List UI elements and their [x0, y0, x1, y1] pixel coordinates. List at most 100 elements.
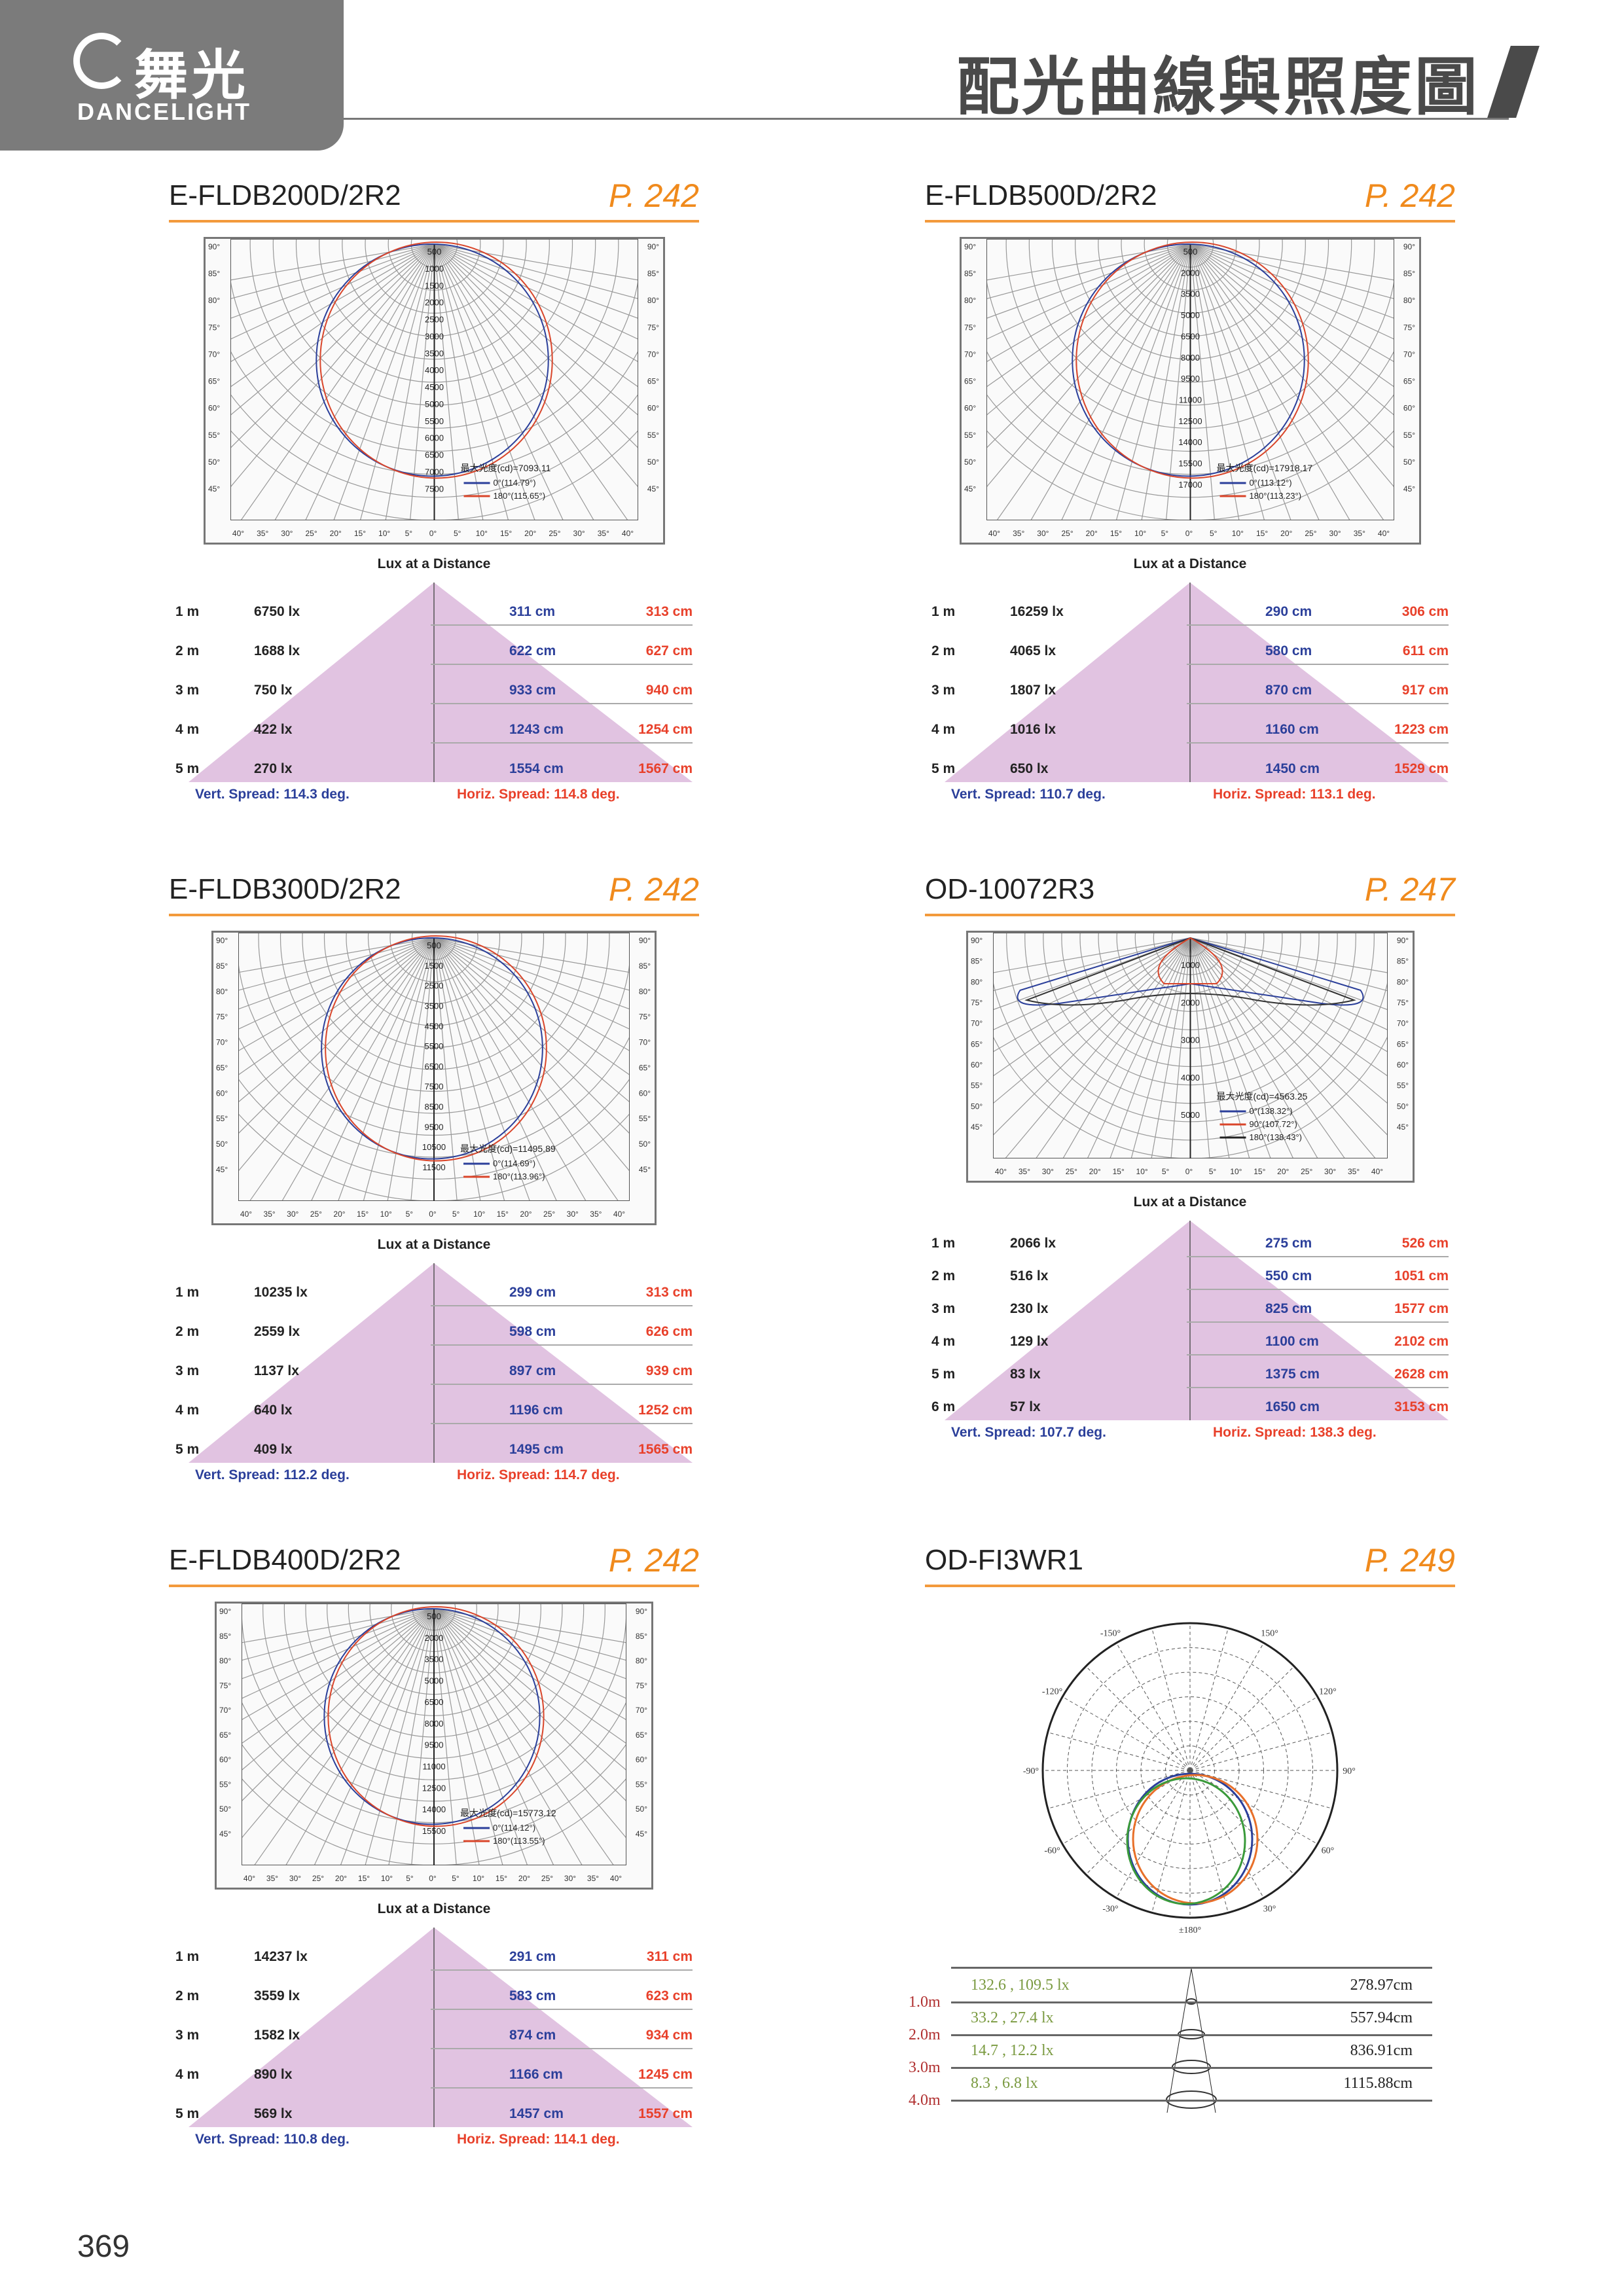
curve-c180	[327, 1606, 545, 1827]
page-reference-link[interactable]: P. 242	[608, 177, 699, 214]
page-reference-link[interactable]: P. 242	[608, 1542, 699, 1579]
angle-label: 50°	[647, 457, 659, 467]
product-model: OD-10072R3	[925, 873, 1095, 905]
illuminance: 650 lx	[1010, 761, 1049, 776]
legend-label: 180°(115.65°)	[493, 491, 545, 501]
beam-diameter: 557.94cm	[1350, 2009, 1413, 2026]
intensity-scale-label: 4000	[1181, 1073, 1200, 1083]
angle-label: 75°	[1396, 998, 1408, 1007]
vertical-width: 897 cm	[509, 1363, 556, 1378]
distance: 5 m	[175, 761, 200, 776]
horizontal-spread: Horiz. Spread: 138.3 deg.	[1213, 1425, 1377, 1440]
angle-label: 35°	[1347, 1167, 1359, 1176]
cone-illuminance-table: 1.0m 132.6 , 109.5 lx 278.97cm 2.0m 33.2 , 2…	[909, 1967, 1455, 2124]
header-divider	[344, 118, 1509, 120]
angle-label: 65°	[971, 1039, 983, 1049]
page-reference-link[interactable]: P. 249	[1364, 1542, 1455, 1579]
beam-diameter: 836.91cm	[1350, 2042, 1413, 2059]
vertical-width: 550 cm	[1265, 1268, 1312, 1283]
angle-label: 35°	[1353, 529, 1365, 538]
beam-diameter: 278.97cm	[1350, 1977, 1413, 1994]
intensity-scale-label: 5500	[425, 1041, 444, 1051]
distance: 1 m	[931, 1236, 956, 1251]
angle-label: 80°	[1396, 977, 1408, 986]
intensity-scale-label: 9500	[1181, 374, 1200, 384]
brand-cn: 舞光	[134, 46, 250, 105]
page-reference-link[interactable]: P. 247	[1364, 871, 1455, 908]
angle-label: 15°	[497, 1210, 509, 1219]
angle-label: ±180°	[1179, 1926, 1201, 1935]
angle-label: 40°	[1371, 1167, 1382, 1176]
angle-label: 45°	[219, 1829, 231, 1839]
angle-label: 70°	[647, 350, 659, 359]
angle-label: 10°	[381, 1874, 393, 1883]
distance: 2.0m	[909, 2026, 941, 2043]
horizontal-width: 1529 cm	[1394, 761, 1449, 776]
distance: 6 m	[931, 1399, 956, 1414]
angle-label: 30°	[281, 529, 293, 538]
horizontal-width: 526 cm	[1401, 1236, 1449, 1251]
illuminance: 270 lx	[254, 761, 293, 776]
angle-label: 70°	[964, 350, 976, 359]
intensity-scale-label: 11500	[422, 1162, 445, 1172]
intensity-scale-label: 5000	[425, 1676, 444, 1685]
angle-label: 45°	[1403, 484, 1415, 493]
angle-label: -120°	[1042, 1687, 1062, 1697]
product-panel: OD-10072R3 P. 247 1000 2000 3000 4000 5000 90° 9…	[925, 870, 1455, 1443]
intensity-scale-label: 3000	[1181, 1035, 1200, 1045]
angle-label: 80°	[971, 977, 983, 986]
angle-label: 25°	[310, 1210, 322, 1219]
horizontal-width: 623 cm	[645, 1988, 693, 2003]
lux-row: 1 m 16259 lx 290 cm 306 cm	[925, 604, 1455, 622]
vertical-width: 580 cm	[1265, 643, 1312, 658]
lux-row: 4 m 890 lx 1166 cm 1245 cm	[169, 2067, 699, 2085]
distance: 4 m	[175, 722, 200, 737]
illuminance: 2066 lx	[1010, 1236, 1056, 1251]
beam-triangle	[945, 583, 1449, 782]
intensity-scale-label: 500	[427, 247, 441, 257]
lux-row: 4 m 1016 lx 1160 cm 1223 cm	[925, 722, 1455, 740]
distance: 4 m	[931, 722, 956, 737]
intensity-scale-label: 6500	[425, 1697, 444, 1707]
illuminance: 1016 lx	[1010, 722, 1056, 737]
angle-label: 45°	[964, 484, 976, 493]
angle-label: 15°	[357, 1210, 369, 1219]
product-model: E-FLDB200D/2R2	[169, 179, 401, 211]
light-distribution-chart: 500 1500 2500 3500 4500 5500 6500 7500 8500 9500 1…	[211, 931, 657, 1225]
beam-triangle	[189, 1928, 693, 2127]
angle-label: 60°	[216, 1088, 228, 1098]
angle-label: 30°	[1037, 529, 1049, 538]
page-reference-link[interactable]: P. 242	[1364, 177, 1455, 214]
curve-c0	[323, 1608, 541, 1825]
illuminance: 8.3 , 6.8 lx	[971, 2075, 1038, 2092]
legend-label: 180°(113.55°)	[493, 1836, 545, 1846]
illuminance: 422 lx	[254, 722, 293, 737]
lux-row: 5 m 650 lx 1450 cm 1529 cm	[925, 761, 1455, 780]
intensity-scale-label: 5000	[1181, 1110, 1200, 1120]
angle-label: 25°	[312, 1874, 324, 1883]
angle-label: 85°	[1403, 269, 1415, 278]
max-intensity-label: 最大光度(cd)=4563.25	[1216, 1091, 1307, 1102]
angle-label: 35°	[590, 1210, 602, 1219]
illuminance: 640 lx	[254, 1403, 293, 1418]
intensity-scale-label: 12500	[422, 1783, 446, 1793]
product-panel: OD-FI3WR1 P. 249 ±180° -150° 150° -120° 120° -9…	[909, 1541, 1455, 2124]
horizontal-width: 1254 cm	[638, 722, 693, 737]
distance: 2 m	[175, 1324, 200, 1339]
angle-label: 75°	[219, 1681, 231, 1690]
vertical-width: 870 cm	[1265, 683, 1312, 698]
angle-label: 10°	[1134, 529, 1146, 538]
illuminance: 33.2 , 27.4 lx	[971, 2009, 1054, 2026]
angle-label: 65°	[208, 377, 220, 386]
angle-label: 55°	[1403, 431, 1415, 440]
page-reference-link[interactable]: P. 242	[608, 871, 699, 908]
vertical-width: 275 cm	[1265, 1236, 1312, 1251]
angle-label: 70°	[971, 1019, 983, 1028]
distance: 3 m	[931, 683, 956, 698]
lux-row: 4 m 422 lx 1243 cm 1254 cm	[169, 722, 699, 740]
angle-label: 60°	[208, 404, 220, 413]
curve-c0	[321, 937, 543, 1160]
polar-distribution-chart: ±180° -150° 150° -120° 120° -90° 90° -60° 60° -30…	[925, 1594, 1455, 1947]
intensity-scale-label: 3500	[425, 1001, 444, 1011]
vertical-width: 1495 cm	[509, 1442, 564, 1457]
